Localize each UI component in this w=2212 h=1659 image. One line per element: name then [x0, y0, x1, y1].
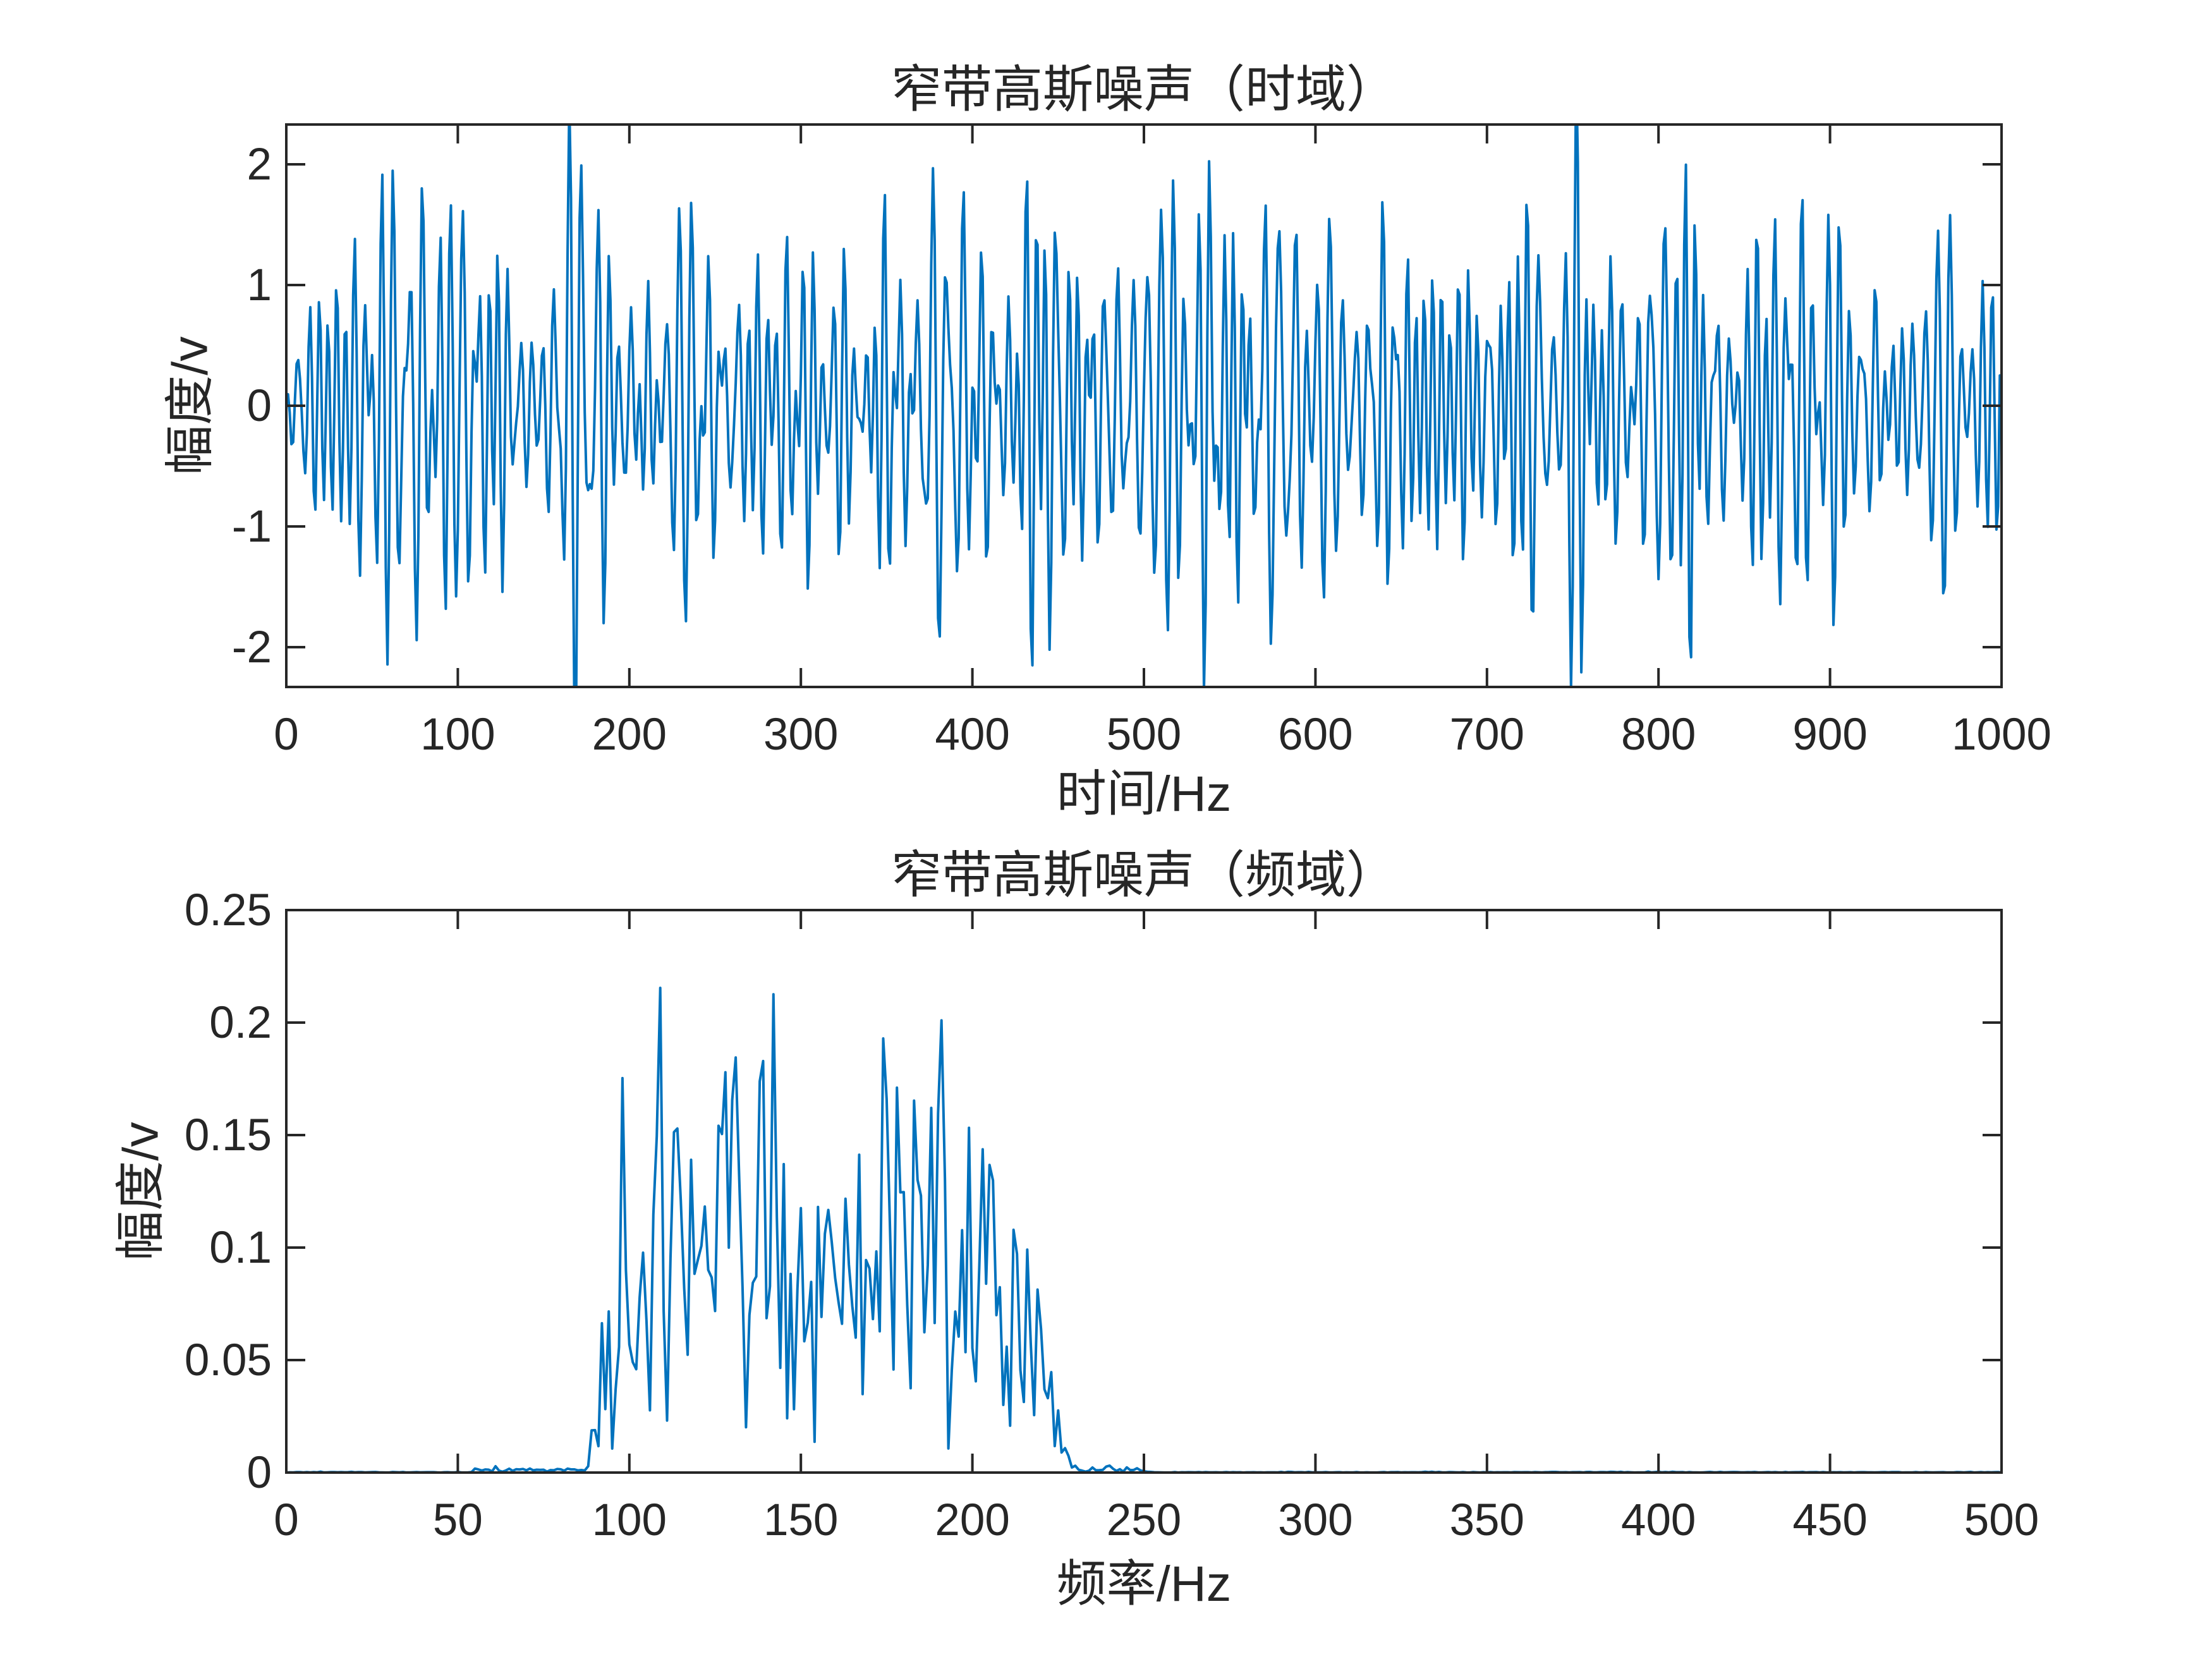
- x-tick-label: 50: [432, 1495, 483, 1545]
- x-tick-label: 100: [420, 710, 495, 760]
- x-tick-label: 600: [1278, 710, 1353, 760]
- y-tick-label: 0.25: [184, 885, 272, 935]
- y-tick-label: 2: [246, 140, 272, 190]
- x-tick-label: 1000: [1952, 710, 2051, 760]
- y-tick-label: -1: [231, 501, 272, 552]
- x-tick-label: 200: [935, 1495, 1010, 1545]
- x-tick-label: 800: [1620, 710, 1696, 760]
- x-tick-label: 500: [1964, 1495, 2039, 1545]
- x-tick-label: 300: [1278, 1495, 1353, 1545]
- x-tick-label: 500: [1106, 710, 1182, 760]
- x-tick-label: 700: [1449, 710, 1525, 760]
- y-tick-label: 0.05: [184, 1335, 272, 1385]
- chart1-title: 窄带高斯噪声（时域）: [891, 63, 1397, 118]
- y-tick-label: 0.1: [209, 1223, 272, 1273]
- y-tick-label: 0.15: [184, 1110, 272, 1160]
- spectrum-line: [286, 987, 2002, 1473]
- x-tick-label: 900: [1792, 710, 1868, 760]
- chart1-x-axis-label: 时间/Hz: [1056, 765, 1232, 822]
- x-tick-label: 250: [1106, 1495, 1182, 1545]
- x-tick-label: 450: [1792, 1495, 1868, 1545]
- x-tick-label: 300: [763, 710, 839, 760]
- axes-box: [285, 909, 2003, 1474]
- y-tick-label: 0.2: [209, 998, 272, 1048]
- x-tick-label: 0: [274, 1495, 299, 1545]
- y-tick-label: 0: [246, 381, 272, 431]
- time-domain-signal-line: [286, 125, 2002, 687]
- y-tick-label: 1: [246, 260, 272, 310]
- x-tick-label: 0: [274, 710, 299, 760]
- x-tick-label: 350: [1449, 1495, 1525, 1545]
- x-tick-label: 100: [592, 1495, 667, 1545]
- x-tick-label: 200: [592, 710, 667, 760]
- x-tick-label: 400: [935, 710, 1010, 760]
- y-tick-label: -2: [231, 622, 272, 672]
- chart2-title: 窄带高斯噪声（频域）: [891, 848, 1397, 904]
- chart2-x-axis-label: 频率/Hz: [1056, 1555, 1232, 1612]
- x-tick-label: 150: [763, 1495, 839, 1545]
- y-tick-label: 0: [246, 1448, 272, 1498]
- x-tick-label: 400: [1620, 1495, 1696, 1545]
